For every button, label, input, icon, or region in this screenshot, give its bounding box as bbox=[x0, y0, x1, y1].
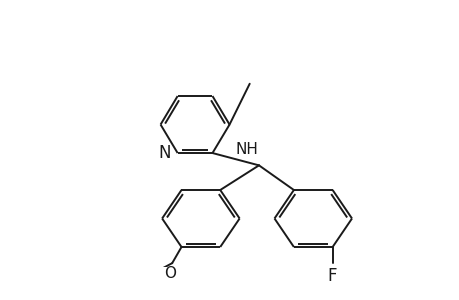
Text: NH: NH bbox=[235, 142, 258, 158]
Text: O: O bbox=[164, 266, 176, 281]
Text: N: N bbox=[158, 144, 171, 162]
Text: F: F bbox=[327, 267, 336, 285]
